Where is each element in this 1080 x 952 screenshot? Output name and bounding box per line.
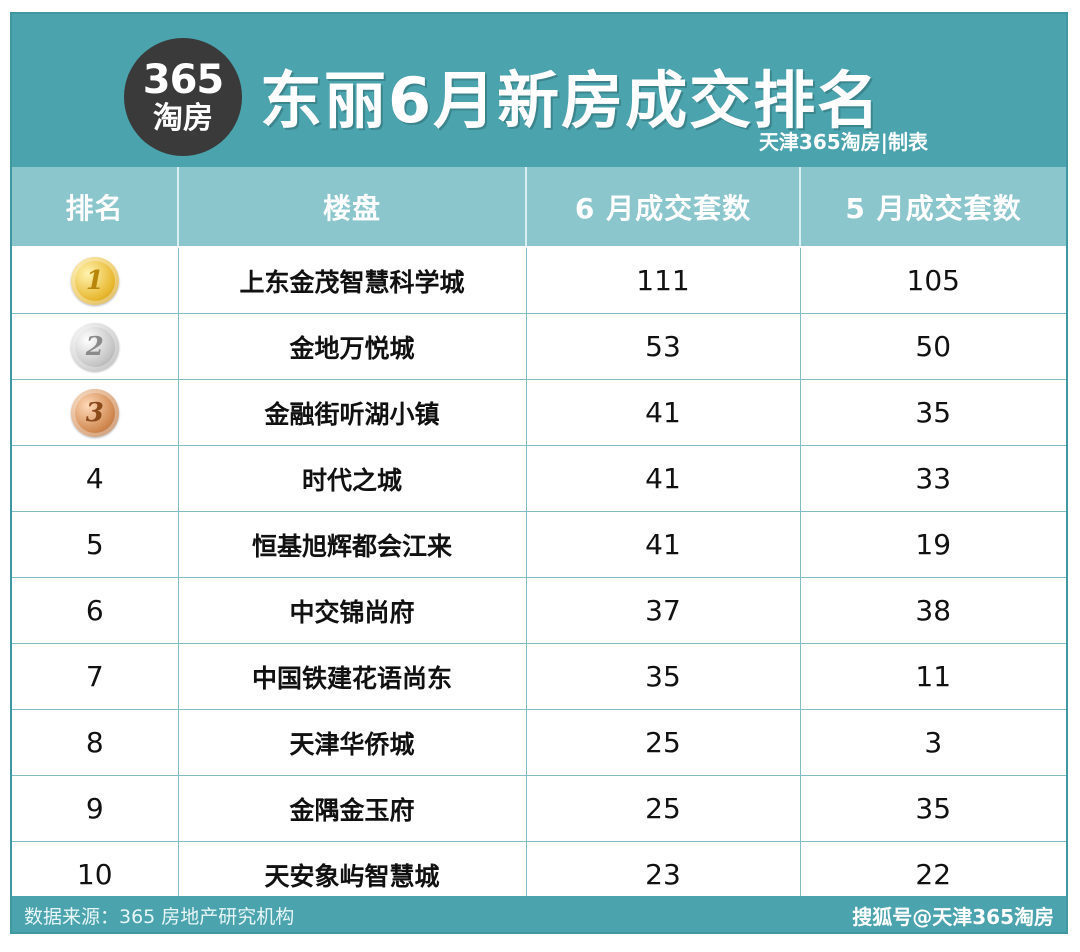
june-sales-cell: 25 [526, 775, 801, 842]
may-sales-cell: 105 [800, 247, 1066, 314]
project-name-cell: 恒基旭辉都会江来 [178, 511, 527, 578]
table-row: 2 金地万悦城 53 50 [12, 313, 1066, 380]
project-name-cell: 中交锦尚府 [178, 577, 527, 644]
table-row: 9 金隅金玉府 25 35 [12, 775, 1066, 842]
ranking-card: 365 淘房 东丽6月新房成交排名 天津365淘房|制表 排名 楼盘 6 月成交… [10, 12, 1068, 934]
project-name-cell: 天津华侨城 [178, 709, 527, 776]
june-sales-cell: 41 [526, 511, 801, 578]
logo-top-text: 365 [142, 57, 224, 103]
rank-cell: 9 [12, 775, 179, 842]
rank-cell: 6 [12, 577, 179, 644]
may-sales-cell: 35 [800, 379, 1066, 446]
may-sales-cell: 38 [800, 577, 1066, 644]
project-name-cell: 金地万悦城 [178, 313, 527, 380]
project-name-cell: 上东金茂智慧科学城 [178, 247, 527, 314]
may-sales-cell: 11 [800, 643, 1066, 710]
june-sales-cell: 41 [526, 445, 801, 512]
gold-medal-icon: 1 [70, 256, 119, 305]
rank-cell: 8 [12, 709, 179, 776]
column-header-june: 6 月成交套数 [526, 167, 801, 248]
june-sales-cell: 111 [526, 247, 801, 314]
june-sales-cell: 41 [526, 379, 801, 446]
platform-watermark: 搜狐号@天津365淘房 [852, 905, 1054, 929]
column-header-rank: 排名 [12, 167, 179, 248]
data-source: 数据来源：365 房地产研究机构 [24, 906, 295, 928]
table-row: 7 中国铁建花语尚东 35 11 [12, 643, 1066, 710]
project-name-cell: 金融街听湖小镇 [178, 379, 527, 446]
header-banner: 365 淘房 东丽6月新房成交排名 天津365淘房|制表 [12, 14, 1066, 167]
table-header-row: 排名 楼盘 6 月成交套数 5 月成交套数 [12, 167, 1066, 248]
may-sales-cell: 22 [915, 858, 952, 891]
project-name-cell: 时代之城 [178, 445, 527, 512]
table-row: 1 上东金茂智慧科学城 111 105 [12, 247, 1066, 314]
bronze-medal-icon: 3 [70, 388, 119, 437]
logo-bottom-text: 淘房 [153, 101, 213, 136]
brand-logo: 365 淘房 [124, 38, 242, 156]
may-sales-cell: 35 [800, 775, 1066, 842]
june-sales-cell: 25 [526, 709, 801, 776]
footer-bar: 数据来源：365 房地产研究机构 搜狐号@天津365淘房 [12, 896, 1066, 932]
rank-cell: 5 [12, 511, 179, 578]
column-header-project: 楼盘 [178, 167, 527, 248]
rank-cell: 2 [12, 313, 179, 380]
june-sales-cell: 37 [526, 577, 801, 644]
maker-credit: 天津365淘房|制表 [758, 130, 928, 154]
may-sales-cell: 33 [800, 445, 1066, 512]
may-sales-cell: 3 [800, 709, 1066, 776]
rank-cell: 7 [12, 643, 179, 710]
rank-cell: 3 [12, 379, 179, 446]
table-row: 3 金融街听湖小镇 41 35 [12, 379, 1066, 446]
project-name-cell: 金隅金玉府 [178, 775, 527, 842]
project-name-cell: 中国铁建花语尚东 [178, 643, 527, 710]
ranking-table: 排名 楼盘 6 月成交套数 5 月成交套数 1 上东金茂智慧科学城 111 105 2 金… [12, 167, 1066, 907]
may-sales-cell: 19 [800, 511, 1066, 578]
table-row: 8 天津华侨城 25 3 [12, 709, 1066, 776]
rank-cell: 4 [12, 445, 179, 512]
may-sales-cell: 50 [800, 313, 1066, 380]
rank-cell: 1 [12, 247, 179, 314]
table-row: 4 时代之城 41 33 [12, 445, 1066, 512]
june-sales-cell: 35 [526, 643, 801, 710]
silver-medal-icon: 2 [70, 322, 119, 371]
page-title: 东丽6月新房成交排名 [260, 64, 882, 137]
table-row: 5 恒基旭辉都会江来 41 19 [12, 511, 1066, 578]
table-row: 6 中交锦尚府 37 38 [12, 577, 1066, 644]
column-header-may: 5 月成交套数 [800, 167, 1066, 248]
june-sales-cell: 53 [526, 313, 801, 380]
